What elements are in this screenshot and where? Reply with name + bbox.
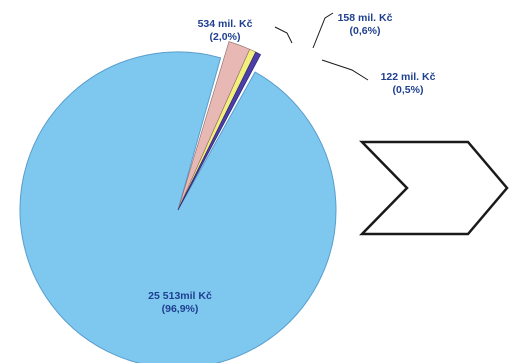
slice-label-1: 534 mil. Kč (2,0%) <box>198 18 253 43</box>
pie-slice-3 <box>177 51 262 211</box>
chevron-arrow-icon <box>359 140 509 236</box>
leader-line-3 <box>321 59 369 81</box>
pie-chart: 25 513mil Kč (96,9%) 534 mil. Kč (2,0%) 158 … <box>19 12 436 363</box>
leader-line-1 <box>274 26 293 44</box>
slice-label-3: 122 mil. Kč (0,5%) <box>381 71 436 96</box>
leader-line-2 <box>312 12 334 49</box>
slice-label-2: 158 mil. Kč (0,6%) <box>338 12 393 37</box>
pie-slice-0 <box>19 51 337 363</box>
slice-label-0: 25 513mil Kč (96,9%) <box>148 290 212 315</box>
